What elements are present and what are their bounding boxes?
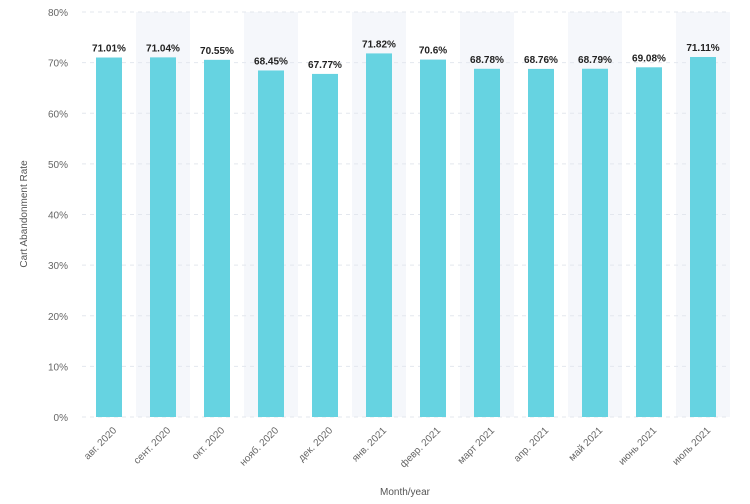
- y-tick-label: 60%: [48, 109, 68, 120]
- x-tick-label: февр. 2021: [398, 424, 444, 470]
- y-tick-label: 40%: [48, 211, 68, 222]
- data-label: 68.78%: [470, 55, 504, 66]
- x-tick-label: янв. 2021: [350, 425, 389, 464]
- data-label: 68.76%: [524, 55, 558, 66]
- data-label: 71.11%: [686, 43, 719, 54]
- data-label: 71.01%: [92, 44, 126, 55]
- bar[interactable]: [204, 59, 230, 417]
- bar[interactable]: [366, 53, 392, 417]
- y-axis-ticks: 0% 10% 20% 30% 40% 50% 60% 70% 80%: [48, 8, 68, 424]
- x-tick-label: сент. 2020: [132, 425, 174, 467]
- data-label: 67.77%: [308, 60, 342, 71]
- bar[interactable]: [258, 70, 284, 418]
- y-tick-label: 0%: [54, 413, 69, 424]
- y-axis-title: Cart Abandonment Rate: [19, 160, 30, 268]
- bars: [96, 53, 716, 418]
- x-tick-label: нояб. 2020: [237, 424, 281, 468]
- y-tick-label: 20%: [48, 312, 68, 323]
- y-tick-label: 80%: [48, 8, 68, 19]
- data-label: 70.6%: [419, 46, 447, 57]
- x-tick-label: апр. 2021: [512, 425, 551, 464]
- y-tick-label: 10%: [48, 362, 68, 373]
- bar[interactable]: [528, 68, 554, 417]
- x-tick-label: дек. 2020: [297, 425, 336, 464]
- bar[interactable]: [690, 57, 716, 418]
- data-label: 68.45%: [254, 56, 288, 67]
- bar[interactable]: [96, 57, 122, 418]
- data-label: 70.55%: [200, 46, 234, 57]
- x-tick-label: окт. 2020: [190, 425, 227, 462]
- gridlines: [82, 11, 730, 418]
- y-tick-label: 30%: [48, 261, 68, 272]
- bar[interactable]: [312, 73, 338, 418]
- data-label: 71.04%: [146, 43, 180, 54]
- bar[interactable]: [474, 68, 500, 418]
- x-tick-label: июль 2021: [671, 425, 714, 468]
- bar[interactable]: [150, 57, 176, 418]
- x-tick-label: май 2021: [567, 425, 606, 464]
- x-tick-label: авг. 2020: [82, 425, 119, 462]
- data-label: 68.79%: [578, 55, 612, 66]
- bar[interactable]: [420, 59, 446, 418]
- bar[interactable]: [636, 67, 662, 417]
- x-tick-label: март 2021: [456, 425, 498, 467]
- x-axis-title: Month/year: [380, 487, 431, 498]
- data-label: 69.08%: [632, 53, 666, 64]
- data-labels: 71.01% 71.04% 70.55% 68.45% 67.77% 71.82% 70.6…: [92, 39, 720, 71]
- x-axis-ticks: авг. 2020 сент. 2020 окт. 2020 нояб. 2020 де…: [82, 424, 713, 470]
- data-label: 71.82%: [362, 39, 396, 50]
- y-tick-label: 70%: [48, 59, 68, 70]
- bar[interactable]: [582, 68, 608, 418]
- y-tick-label: 50%: [48, 160, 68, 171]
- x-tick-label: июнь 2021: [617, 425, 660, 468]
